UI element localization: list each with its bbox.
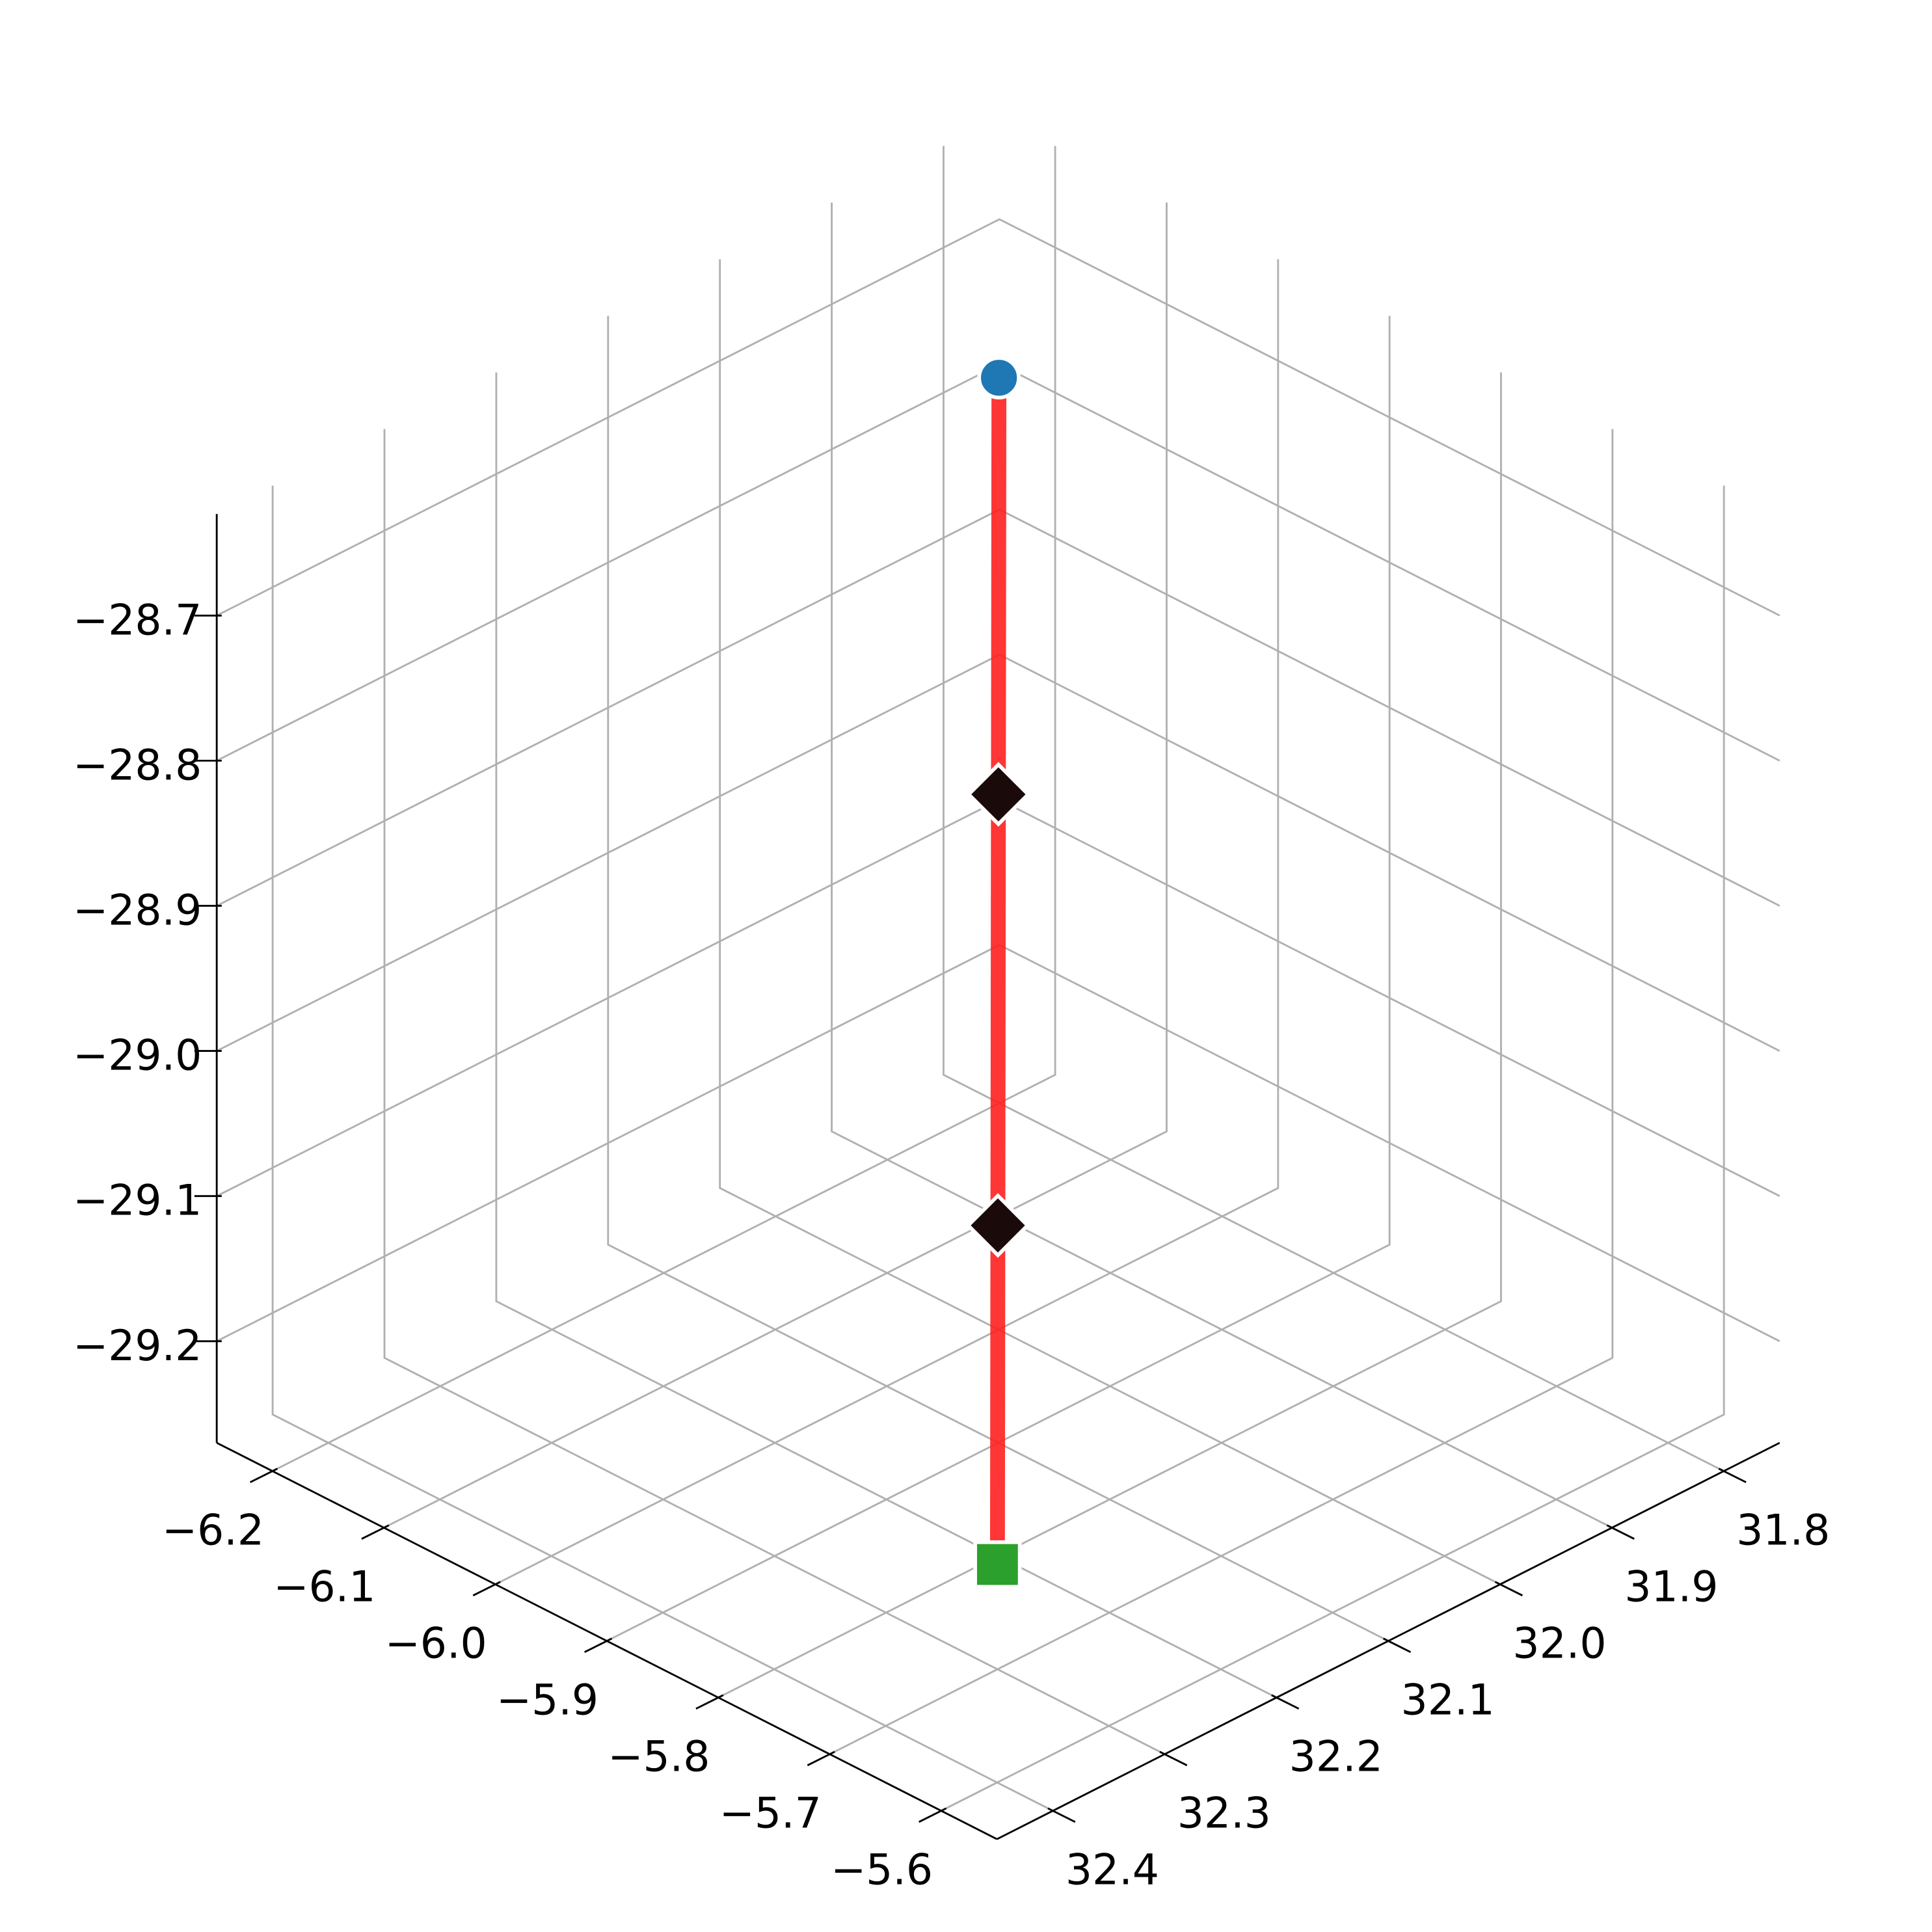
y-grid-line — [831, 202, 1613, 1529]
x-tick — [361, 1524, 390, 1540]
y-tick-label: 31.9 — [1624, 1563, 1718, 1611]
y-grid-line — [719, 259, 1501, 1585]
x-tick-label: −6.0 — [385, 1619, 487, 1668]
z-tick-label: −29.1 — [73, 1177, 202, 1226]
x-tick-label: −6.2 — [162, 1506, 264, 1555]
x-grid-line — [383, 202, 1168, 1529]
x-grid-line — [272, 146, 1056, 1472]
start-marker — [977, 356, 1021, 400]
x-tick-label: −5.8 — [608, 1732, 710, 1781]
trajectory-line — [989, 377, 1007, 1565]
z-tick-label: −28.8 — [73, 741, 202, 790]
x-tick — [584, 1637, 613, 1654]
z-tick-label: −28.9 — [73, 886, 202, 935]
x-grid-line — [829, 429, 1614, 1755]
y-tick — [1382, 1637, 1412, 1654]
y-tick-label: 32.1 — [1401, 1676, 1495, 1724]
y-tick — [1494, 1581, 1523, 1596]
y-tick-label: 32.4 — [1066, 1845, 1159, 1894]
x-tick-label: −6.1 — [273, 1563, 375, 1611]
end-marker — [973, 1540, 1022, 1589]
waypoint-marker — [966, 762, 1031, 827]
y-tick — [1047, 1807, 1076, 1823]
x-tick — [249, 1468, 278, 1483]
x-grid-line — [494, 259, 1280, 1585]
z-tick-label: −29.0 — [73, 1032, 202, 1080]
z-tick-label: −29.2 — [73, 1322, 202, 1371]
y-grid-line — [495, 372, 1277, 1698]
x-grid-line — [606, 315, 1391, 1642]
y-grid-line — [271, 485, 1054, 1812]
y-tick — [1271, 1694, 1300, 1710]
x-tick-label: −5.6 — [831, 1845, 933, 1894]
x-tick — [919, 1807, 947, 1823]
y-tick-label: 32.0 — [1512, 1619, 1606, 1668]
y-grid-line — [607, 315, 1389, 1642]
y-grid-line — [943, 146, 1724, 1472]
y-tick-label: 32.2 — [1289, 1732, 1383, 1781]
y-tick — [1718, 1468, 1747, 1483]
y-grid-line — [383, 429, 1166, 1755]
z-grid-line — [216, 218, 1780, 617]
x-grid-line — [941, 485, 1725, 1812]
z-tick-label: −28.7 — [73, 596, 202, 645]
x-tick — [695, 1694, 724, 1710]
waypoint-marker — [965, 1193, 1030, 1258]
x-tick-label: −5.7 — [719, 1789, 822, 1838]
x-tick — [472, 1581, 501, 1596]
y-tick — [1159, 1751, 1188, 1767]
y-tick-label: 31.8 — [1736, 1506, 1830, 1555]
x-tick — [807, 1751, 835, 1767]
y-tick — [1606, 1524, 1635, 1540]
y-tick-label: 32.3 — [1177, 1789, 1271, 1838]
x-tick-label: −5.9 — [496, 1676, 598, 1724]
